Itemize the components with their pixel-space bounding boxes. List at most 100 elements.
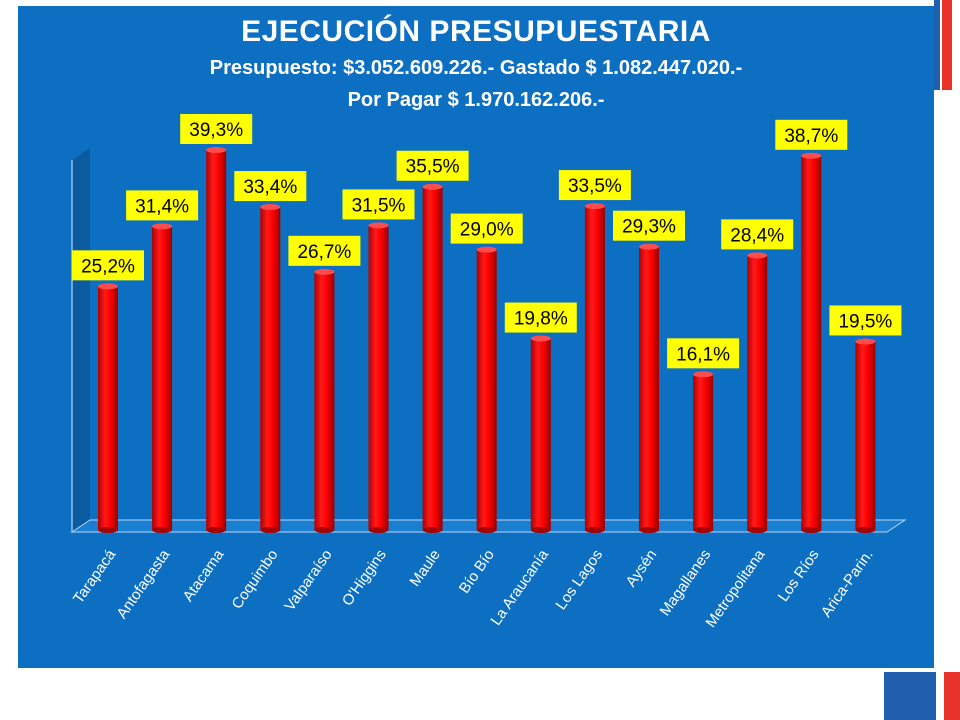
bar-base bbox=[314, 527, 335, 533]
bar-7 bbox=[422, 183, 443, 533]
bar-base bbox=[206, 527, 227, 533]
data-label-text: 29,3% bbox=[622, 217, 676, 238]
category-label-5: Valparaíso bbox=[281, 547, 335, 615]
bar-base bbox=[152, 527, 173, 533]
chart-subtitle-budget: Presupuesto: $3.052.609.226.- Gastado $ … bbox=[209, 57, 743, 79]
data-label-text: 19,8% bbox=[514, 309, 568, 330]
bar-1 bbox=[98, 283, 118, 533]
chart-left-wall bbox=[72, 148, 90, 532]
bar-body bbox=[693, 374, 714, 530]
bar-base bbox=[639, 527, 659, 533]
bar-base bbox=[584, 527, 605, 533]
bar-body bbox=[530, 338, 551, 530]
chart-bars bbox=[98, 147, 876, 533]
data-label-bg bbox=[667, 338, 740, 369]
data-label-1: 25,2% bbox=[72, 250, 144, 281]
chart-subtitle-pending: Por Pagar $ 1.970.162.206.- bbox=[347, 89, 605, 111]
top-right-blue-stripe bbox=[934, 0, 940, 90]
bar-5 bbox=[314, 268, 335, 533]
bar-body bbox=[260, 207, 281, 530]
data-label-13: 28,4% bbox=[721, 219, 794, 250]
category-label-15: Arica-Parin. bbox=[818, 547, 877, 621]
data-label-2: 31,4% bbox=[126, 190, 199, 221]
bar-6 bbox=[368, 222, 389, 533]
bottom-right-red-stripe bbox=[944, 672, 960, 720]
bar-base bbox=[260, 527, 281, 533]
bar-cap bbox=[530, 335, 551, 342]
bar-11 bbox=[639, 243, 659, 533]
data-label-text: 31,5% bbox=[352, 195, 406, 216]
bar-cap bbox=[152, 223, 173, 230]
data-label-9: 19,8% bbox=[504, 302, 577, 333]
title-block: EJECUCIÓN PRESUPUESTARIA Presupuesto: $3… bbox=[18, 14, 934, 114]
data-label-bg bbox=[721, 219, 794, 250]
data-label-bg bbox=[396, 150, 469, 181]
bar-cap bbox=[639, 243, 659, 250]
data-label-6: 31,5% bbox=[342, 189, 415, 220]
data-label-bg bbox=[775, 119, 848, 150]
bar-9 bbox=[530, 335, 551, 533]
data-label-8: 29,0% bbox=[450, 213, 523, 244]
data-label-bg bbox=[288, 235, 361, 266]
bar-base bbox=[801, 527, 822, 533]
bar-cap bbox=[206, 147, 227, 153]
bar-base bbox=[422, 527, 443, 533]
bar-3 bbox=[206, 147, 227, 533]
category-label-2: Antofagasta bbox=[114, 546, 174, 622]
bar-base bbox=[98, 527, 118, 533]
data-label-bg bbox=[613, 210, 685, 241]
data-label-7: 35,5% bbox=[396, 150, 469, 181]
bottom-right-blue-stripe bbox=[884, 672, 936, 720]
bar-cap bbox=[693, 371, 714, 378]
bar-10 bbox=[584, 203, 605, 533]
data-label-4: 33,4% bbox=[234, 171, 307, 202]
bar-body bbox=[314, 271, 335, 530]
bar-base bbox=[476, 527, 497, 533]
bar-base bbox=[855, 527, 876, 533]
bar-13 bbox=[747, 252, 768, 533]
bar-cap bbox=[476, 246, 497, 253]
bar-body bbox=[584, 206, 605, 530]
bar-base bbox=[530, 527, 551, 533]
data-label-bg bbox=[558, 170, 631, 201]
bar-body bbox=[98, 286, 118, 530]
category-label-9: La Araucanía bbox=[487, 546, 552, 629]
data-label-12: 16,1% bbox=[667, 338, 740, 369]
category-label-11: Aysén bbox=[623, 547, 661, 591]
data-label-5: 26,7% bbox=[288, 235, 361, 266]
data-label-text: 29,0% bbox=[460, 220, 514, 241]
top-right-red-stripe bbox=[942, 0, 952, 90]
data-label-bg bbox=[180, 114, 253, 144]
bar-body bbox=[152, 226, 173, 530]
bar-body bbox=[639, 246, 659, 530]
data-label-text: 38,7% bbox=[784, 126, 838, 147]
bar-cap bbox=[368, 222, 389, 229]
category-label-8: Bío Bío bbox=[456, 547, 498, 597]
bar-14 bbox=[801, 152, 822, 533]
bar-body bbox=[206, 150, 227, 530]
data-label-11: 29,3% bbox=[613, 210, 685, 241]
data-label-bg bbox=[342, 189, 415, 220]
bar-cap bbox=[855, 338, 876, 345]
data-label-text: 33,5% bbox=[568, 176, 622, 197]
bar-body bbox=[476, 249, 497, 530]
data-label-text: 26,7% bbox=[297, 242, 351, 263]
data-label-10: 33,5% bbox=[558, 170, 631, 201]
data-label-bg bbox=[72, 250, 144, 281]
bar-body bbox=[801, 155, 822, 531]
bar-cap bbox=[747, 252, 768, 259]
bar-15 bbox=[855, 338, 876, 533]
data-label-text: 35,5% bbox=[406, 157, 460, 178]
chart-title: EJECUCIÓN PRESUPUESTARIA bbox=[241, 15, 711, 48]
bar-base bbox=[747, 527, 768, 533]
data-label-text: 25,2% bbox=[81, 256, 135, 277]
data-label-15: 19,5% bbox=[829, 305, 902, 336]
bar-8 bbox=[476, 246, 497, 533]
bar-body bbox=[368, 225, 389, 530]
data-label-text: 28,4% bbox=[730, 225, 784, 246]
data-label-bg bbox=[234, 171, 307, 202]
bar-cap bbox=[584, 203, 605, 210]
category-label-6: O'Higgins bbox=[339, 547, 390, 610]
bar-body bbox=[747, 255, 768, 530]
